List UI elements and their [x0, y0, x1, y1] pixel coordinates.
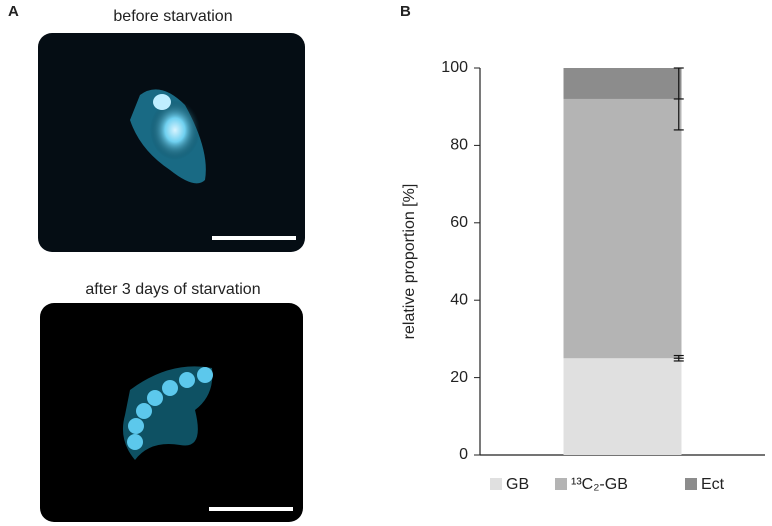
y-tick-label: 20 — [450, 369, 468, 386]
y-tick-label: 40 — [450, 291, 468, 308]
image-caption: before starvation — [113, 8, 232, 25]
y-tick-label: 60 — [450, 214, 468, 231]
y-tick-label: 80 — [450, 137, 468, 154]
y-tick-label: 100 — [441, 59, 468, 76]
micrograph — [38, 33, 305, 252]
legend-swatch — [490, 478, 502, 490]
error-bar — [673, 354, 684, 362]
bar-segment — [563, 358, 682, 455]
y-tick-label: 0 — [459, 446, 468, 463]
error-bar — [673, 67, 684, 131]
legend-label: Ect — [701, 476, 725, 493]
legend-label: ¹³C₂-GB — [571, 476, 628, 493]
legend-swatch — [685, 478, 697, 490]
legend-label: GB — [506, 476, 529, 493]
micrograph — [40, 303, 303, 522]
panel-label: A — [8, 3, 19, 20]
legend-swatch — [555, 478, 567, 490]
image-caption: after 3 days of starvation — [85, 281, 260, 298]
bar-segment — [563, 98, 682, 359]
y-axis-label: relative proportion [%] — [401, 184, 418, 340]
bar-segment — [563, 68, 682, 99]
panel-label: B — [400, 3, 411, 20]
